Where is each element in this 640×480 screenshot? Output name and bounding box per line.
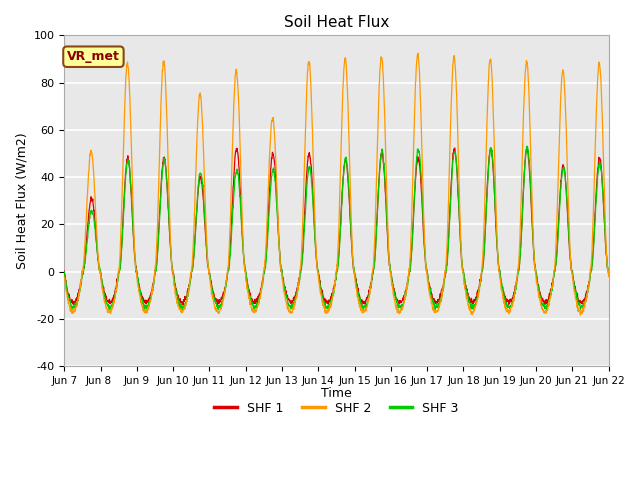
- Title: Soil Heat Flux: Soil Heat Flux: [284, 15, 389, 30]
- X-axis label: Time: Time: [321, 387, 352, 400]
- Legend: SHF 1, SHF 2, SHF 3: SHF 1, SHF 2, SHF 3: [209, 396, 463, 420]
- Text: VR_met: VR_met: [67, 50, 120, 63]
- Y-axis label: Soil Heat Flux (W/m2): Soil Heat Flux (W/m2): [15, 132, 28, 269]
